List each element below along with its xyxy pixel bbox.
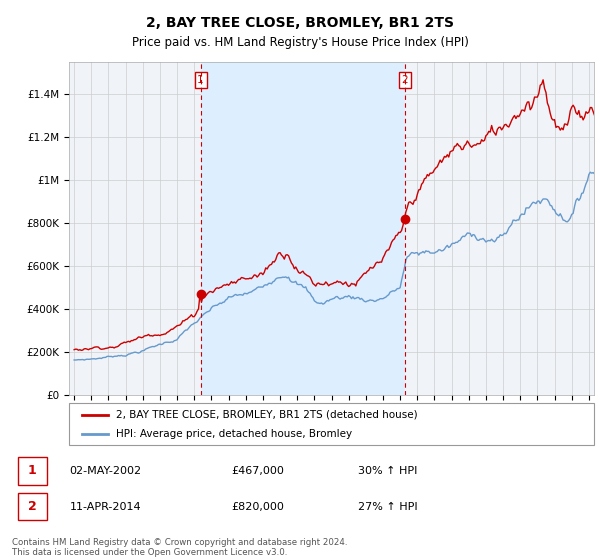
Text: Contains HM Land Registry data © Crown copyright and database right 2024.
This d: Contains HM Land Registry data © Crown c… xyxy=(12,538,347,557)
Text: HPI: Average price, detached house, Bromley: HPI: Average price, detached house, Brom… xyxy=(116,429,352,439)
Text: 27% ↑ HPI: 27% ↑ HPI xyxy=(358,502,417,511)
Text: 2: 2 xyxy=(401,75,408,85)
Text: Price paid vs. HM Land Registry's House Price Index (HPI): Price paid vs. HM Land Registry's House … xyxy=(131,36,469,49)
Text: 1: 1 xyxy=(28,464,37,478)
Text: 11-APR-2014: 11-APR-2014 xyxy=(70,502,141,511)
Text: 2: 2 xyxy=(28,500,37,513)
Text: 2, BAY TREE CLOSE, BROMLEY, BR1 2TS: 2, BAY TREE CLOSE, BROMLEY, BR1 2TS xyxy=(146,16,454,30)
FancyBboxPatch shape xyxy=(18,458,47,484)
Text: 02-MAY-2002: 02-MAY-2002 xyxy=(70,466,142,476)
Text: 30% ↑ HPI: 30% ↑ HPI xyxy=(358,466,417,476)
Text: £820,000: £820,000 xyxy=(231,502,284,511)
FancyBboxPatch shape xyxy=(18,493,47,520)
Text: £467,000: £467,000 xyxy=(231,466,284,476)
Bar xyxy=(200,62,405,395)
Text: 1: 1 xyxy=(197,75,204,85)
FancyBboxPatch shape xyxy=(69,403,594,445)
Text: 2, BAY TREE CLOSE, BROMLEY, BR1 2TS (detached house): 2, BAY TREE CLOSE, BROMLEY, BR1 2TS (det… xyxy=(116,409,418,419)
